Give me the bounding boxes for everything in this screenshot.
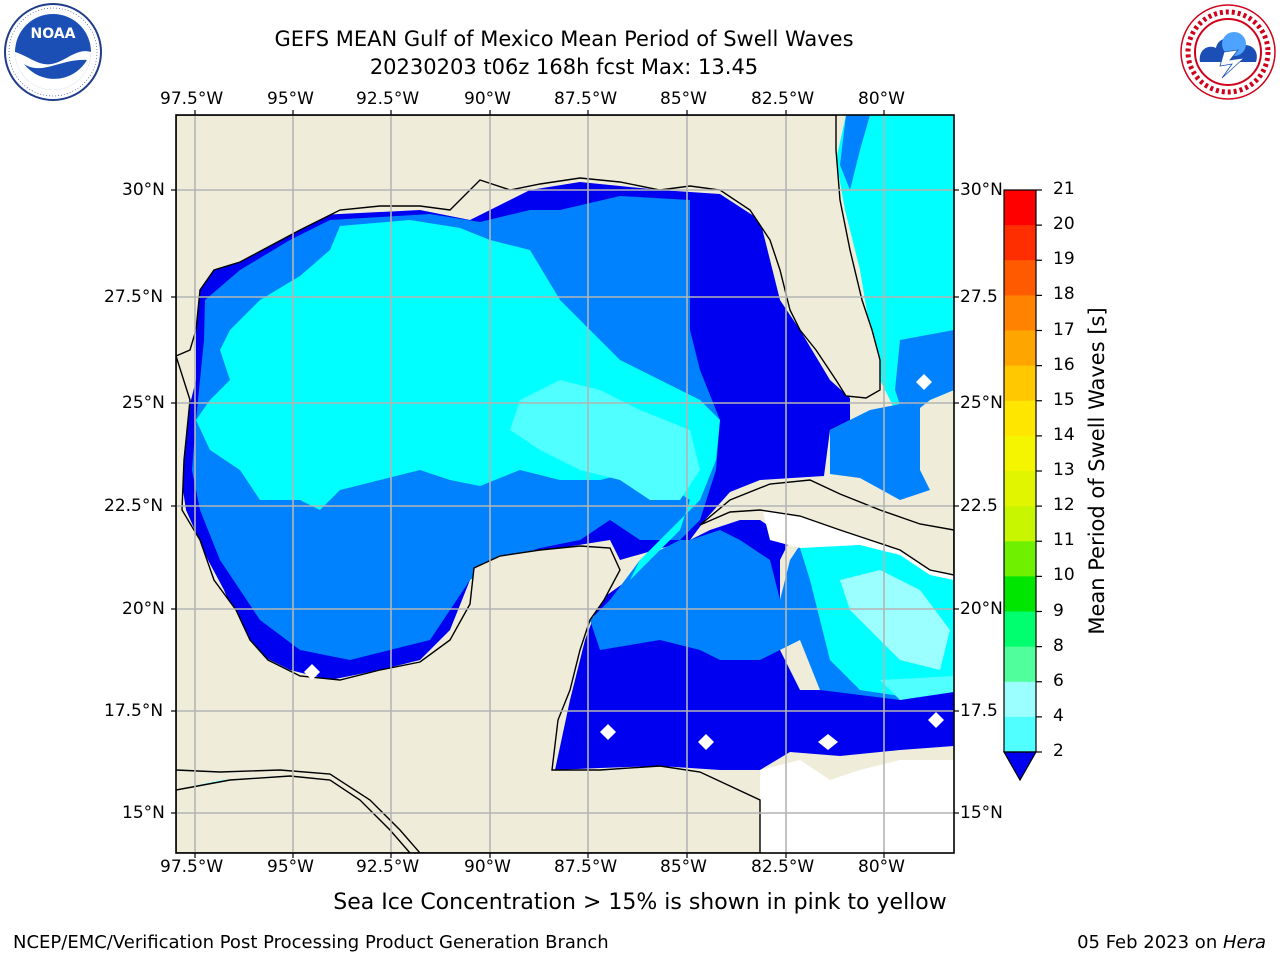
nws-logo xyxy=(1180,4,1276,100)
colorbar-cell xyxy=(1004,471,1036,507)
colorbar-tick-label: 9 xyxy=(1053,600,1064,621)
lat-label-left: 27.5°N xyxy=(104,287,164,307)
date-text: 05 Feb 2023 on xyxy=(1077,932,1223,953)
colorbar-tick-label: 13 xyxy=(1053,460,1075,480)
lat-label-left: 30°N xyxy=(122,180,165,200)
lat-label-right: 17.5 xyxy=(960,701,998,721)
colorbar-cell xyxy=(1004,646,1036,683)
colorbar-tick-label: 10 xyxy=(1053,565,1075,586)
colorbar-cell xyxy=(1004,576,1036,612)
map-gridlines xyxy=(176,115,954,853)
lon-label-bottom: 95°W xyxy=(267,857,314,877)
colorbar-tick-label: 19 xyxy=(1053,249,1075,270)
mexico-land xyxy=(176,355,761,853)
colorbar-cell xyxy=(1004,541,1036,577)
lon-label-top: 92.5°W xyxy=(356,89,420,109)
lat-label-right: 27.5 xyxy=(960,287,998,307)
gulf-water-cyan xyxy=(196,220,720,580)
colorbar-label: Mean Period of Swell Waves [s] xyxy=(1085,307,1109,635)
lat-label-right: 30°N xyxy=(960,180,1003,200)
colorbar-tick-label: 11 xyxy=(1053,530,1075,551)
colorbar-extend-arrow xyxy=(1002,751,1038,782)
colorbar-cell xyxy=(1004,190,1036,226)
colorbar-tick-label: 21 xyxy=(1053,179,1075,199)
lon-label-top: 97.5°W xyxy=(160,89,224,109)
machine-name: Hera xyxy=(1222,932,1266,953)
lon-label-bottom: 97.5°W xyxy=(160,857,224,877)
lon-label-top: 90°W xyxy=(464,89,511,109)
colorbar-tick-label: 2 xyxy=(1053,741,1064,761)
colorbar xyxy=(1002,189,1042,782)
lat-label-right: 20°N xyxy=(960,599,1003,619)
colorbar-cell xyxy=(1004,330,1036,367)
lat-label-right: 22.5 xyxy=(960,496,998,516)
lon-label-bottom: 87.5°W xyxy=(554,857,618,877)
colorbar-cell xyxy=(1004,400,1036,437)
credit-line: NCEP/EMC/Verification Post Processing Pr… xyxy=(13,932,609,953)
colorbar-tick-label: 18 xyxy=(1053,284,1075,305)
colorbar-tick-label: 8 xyxy=(1053,635,1064,656)
lon-label-bottom: 80°W xyxy=(858,857,905,877)
colorbar-tick-label: 4 xyxy=(1053,705,1064,726)
colorbar-tick-label: 20 xyxy=(1053,214,1075,235)
colorbar-cell xyxy=(1004,716,1036,753)
lon-label-bottom: 82.5°W xyxy=(751,857,815,877)
us-coastline xyxy=(176,115,881,399)
lat-label-left: 15°N xyxy=(122,803,165,823)
lon-label-bottom: 92.5°W xyxy=(356,857,420,877)
lat-label-left: 20°N xyxy=(122,599,165,619)
colorbar-tick-label: 17 xyxy=(1053,319,1075,340)
lon-label-top: 87.5°W xyxy=(554,89,618,109)
date-line: 05 Feb 2023 on Hera xyxy=(1077,932,1266,953)
page-title: GEFS MEAN Gulf of Mexico Mean Period of … xyxy=(274,27,854,51)
lat-label-right: 25°N xyxy=(960,393,1003,413)
lat-label-right: 15°N xyxy=(960,803,1003,823)
page-subtitle: 20230203 t06z 168h fcst Max: 13.45 xyxy=(369,55,759,79)
lon-label-bottom: 85°W xyxy=(660,857,707,877)
lat-label-left: 22.5°N xyxy=(104,496,164,516)
colorbar-cell xyxy=(1004,295,1036,331)
lon-label-top: 95°W xyxy=(267,89,314,109)
atlantic-water-blue xyxy=(840,115,870,190)
colorbar-tick-label: 6 xyxy=(1053,670,1064,691)
svg-text:NOAA: NOAA xyxy=(31,26,76,42)
noaa-logo: NOAA xyxy=(4,3,102,101)
colorbar-tick-label: 15 xyxy=(1053,389,1075,410)
gulf-water-light xyxy=(510,380,700,500)
lon-label-top: 85°W xyxy=(660,89,707,109)
colorbar-cell xyxy=(1004,260,1036,296)
colorbar-cell xyxy=(1004,365,1036,402)
lon-label-bottom: 90°W xyxy=(464,857,511,877)
lon-label-top: 82.5°W xyxy=(751,89,815,109)
map-frame xyxy=(175,114,955,854)
colorbar-tick-label: 14 xyxy=(1053,424,1075,445)
colorbar-cell xyxy=(1004,611,1036,648)
lat-label-left: 17.5°N xyxy=(104,701,164,721)
colorbar-cell xyxy=(1004,435,1036,472)
colorbar-cell xyxy=(1004,506,1036,542)
lat-label-left: 25°N xyxy=(122,393,165,413)
colorbar-cell xyxy=(1004,681,1036,718)
colorbar-tick-label: 16 xyxy=(1053,354,1075,375)
sea-ice-note: Sea Ice Concentration > 15% is shown in … xyxy=(333,890,947,915)
colorbar-tick-label: 12 xyxy=(1053,495,1075,516)
colorbar-cell xyxy=(1004,225,1036,261)
lon-label-top: 80°W xyxy=(858,89,905,109)
